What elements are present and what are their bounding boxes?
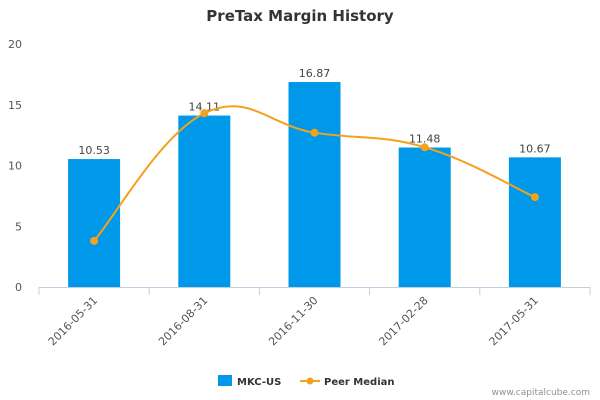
bar[interactable] xyxy=(508,157,561,287)
peer-median-point[interactable] xyxy=(420,143,429,152)
bar[interactable] xyxy=(178,115,231,287)
x-tick-label: 2017-02-28 xyxy=(376,294,430,348)
bar[interactable] xyxy=(288,82,341,287)
bar-data-label: 11.48 xyxy=(409,133,441,146)
legend-label-mkc-us[interactable]: MKC-US xyxy=(237,377,281,388)
bar[interactable] xyxy=(398,147,451,287)
y-tick-label: 10 xyxy=(8,160,22,173)
bar[interactable] xyxy=(68,159,121,287)
y-tick-label: 0 xyxy=(15,281,22,294)
x-tick-label: 2016-08-31 xyxy=(156,294,210,348)
peer-median-point[interactable] xyxy=(200,109,209,118)
peer-median-point[interactable] xyxy=(530,193,539,202)
x-tick-label: 2016-11-30 xyxy=(266,294,320,348)
y-axis: 0 5 10 15 20 xyxy=(8,38,22,294)
x-axis: 2016-05-31 2016-08-31 2016-11-30 2017-02-28… xyxy=(38,287,591,348)
bar-data-label: 10.53 xyxy=(78,144,110,157)
x-tick-label: 2016-05-31 xyxy=(46,294,100,348)
credit-text: www.capitalcube.com xyxy=(492,388,590,398)
y-tick-label: 15 xyxy=(8,99,22,112)
peer-median-point[interactable] xyxy=(90,236,99,245)
bar-series-mkc-us xyxy=(68,82,561,287)
peer-median-line xyxy=(93,105,536,242)
chart-title: PreTax Margin History xyxy=(206,7,394,25)
bar-data-label: 16.87 xyxy=(299,67,331,80)
x-tick-label: 2017-05-31 xyxy=(487,294,541,348)
line-series-peer-median xyxy=(90,105,539,245)
legend-label-peer-median[interactable]: Peer Median xyxy=(324,377,395,388)
legend-swatch-mkc-us[interactable] xyxy=(218,375,232,386)
y-tick-label: 5 xyxy=(15,220,22,233)
bar-data-label: 10.67 xyxy=(519,142,551,155)
legend[interactable]: MKC-US Peer Median xyxy=(218,375,395,388)
y-tick-label: 20 xyxy=(8,38,22,51)
peer-median-point[interactable] xyxy=(310,128,319,137)
legend-swatch-peer-median-marker[interactable] xyxy=(306,377,314,385)
